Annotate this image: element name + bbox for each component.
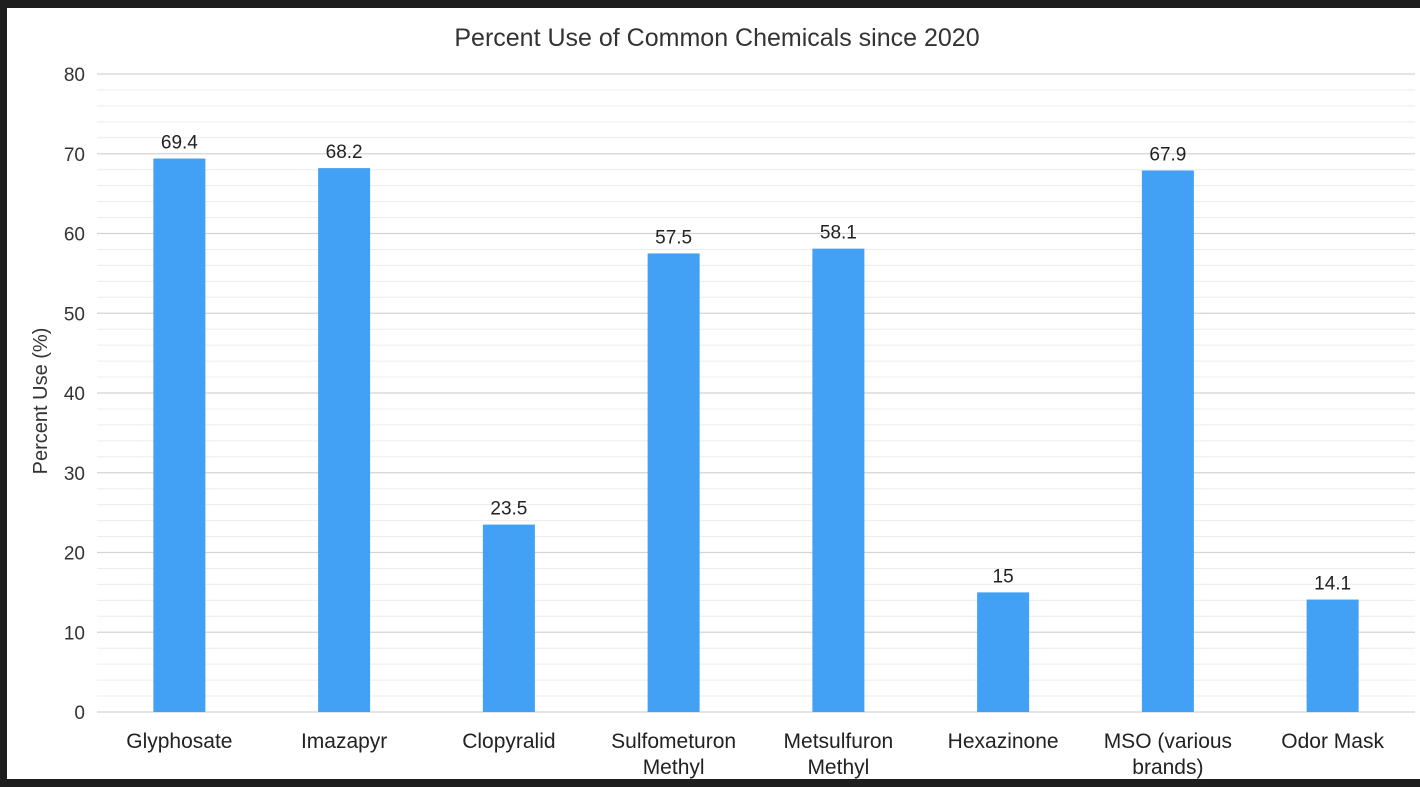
- bar: [647, 253, 700, 712]
- x-category-label: Odor Mask: [1281, 730, 1384, 753]
- x-category-label: Methyl: [643, 756, 705, 779]
- x-category-label: Sulfometuron: [611, 730, 736, 753]
- bar: [1306, 599, 1359, 712]
- y-tick-label: 0: [74, 703, 85, 724]
- y-tick-label: 60: [64, 225, 85, 246]
- bar: [812, 248, 865, 712]
- x-category-label: Methyl: [807, 756, 869, 779]
- data-labels: 69.4 68.2 23.5 57.5 58.1 15 67.9 14.1: [161, 133, 1351, 595]
- chart-title: Percent Use of Common Chemicals since 20…: [454, 24, 979, 52]
- x-category-label: Metsulfuron: [784, 730, 894, 753]
- data-label: 68.2: [326, 142, 363, 163]
- y-tick-label: 40: [64, 384, 85, 405]
- x-category-label: Imazapyr: [301, 730, 387, 753]
- bar: [318, 168, 371, 713]
- data-label: 67.9: [1149, 144, 1186, 165]
- bar-chart: 0 10 20 30 40 50 60 70 80 69.4 68.2 23.5 57.5 58.1 15…: [30, 24, 1415, 779]
- x-category-label: brands): [1132, 756, 1203, 779]
- y-tick-label: 50: [64, 304, 85, 325]
- bars: [153, 158, 1359, 713]
- y-tick-label: 30: [64, 464, 85, 485]
- x-category-label: MSO (various: [1104, 730, 1232, 753]
- data-label: 57.5: [655, 227, 692, 248]
- x-category-label: Glyphosate: [126, 730, 232, 753]
- bar: [482, 524, 535, 712]
- y-tick-label: 20: [64, 544, 85, 565]
- y-tick-label: 10: [64, 623, 85, 644]
- bar: [977, 592, 1030, 712]
- y-axis-title: Percent Use (%): [30, 328, 52, 475]
- bar: [1141, 170, 1194, 712]
- x-category-label: Hexazinone: [948, 730, 1059, 753]
- window-frame-left: [0, 0, 7, 787]
- y-axis-ticks: 0 10 20 30 40 50 60 70 80: [64, 65, 85, 724]
- bar: [153, 158, 206, 712]
- window-frame-top: [0, 0, 1420, 8]
- y-tick-label: 80: [64, 65, 85, 86]
- grid-lines: [97, 73, 1415, 713]
- y-tick-label: 70: [64, 145, 85, 166]
- data-label: 23.5: [490, 499, 527, 520]
- x-axis-categories: Glyphosate Imazapyr Clopyralid Sulfometuron…: [126, 730, 1384, 779]
- data-label: 14.1: [1314, 574, 1351, 595]
- chart-panel: 0 10 20 30 40 50 60 70 80 69.4 68.2 23.5 57.5 58.1 15…: [7, 8, 1420, 779]
- x-category-label: Clopyralid: [462, 730, 555, 753]
- data-label: 15: [993, 566, 1014, 587]
- data-label: 69.4: [161, 133, 198, 154]
- data-label: 58.1: [820, 223, 857, 244]
